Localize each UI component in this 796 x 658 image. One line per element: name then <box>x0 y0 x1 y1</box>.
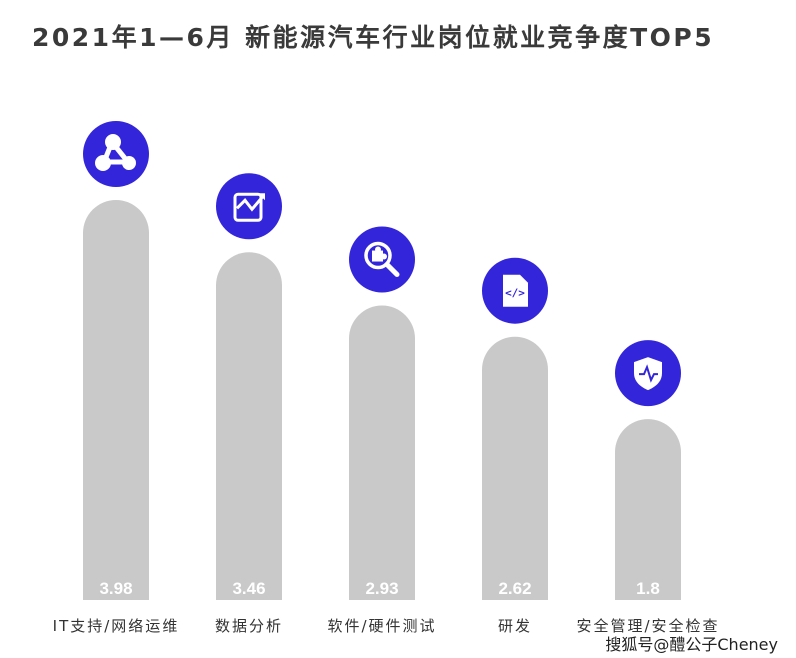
bar <box>83 200 149 600</box>
chart-title: 2021年1—6月 新能源汽车行业岗位就业竞争度TOP5 <box>32 23 715 52</box>
value-label: 3.46 <box>232 579 265 598</box>
search-puzzle-icon <box>349 226 415 293</box>
watermark: 搜狐号@醴公子Cheney <box>605 635 778 654</box>
bar <box>615 419 681 600</box>
svg-text:</>: </> <box>505 287 525 300</box>
shield-pulse-icon <box>615 340 681 407</box>
bar <box>349 305 415 600</box>
value-label: 2.62 <box>498 579 531 598</box>
category-label: 安全管理/安全检查 <box>576 617 719 635</box>
category-label: 研发 <box>498 617 532 635</box>
line-chart-icon <box>216 173 282 240</box>
category-label: IT支持/网络运维 <box>53 617 180 635</box>
value-label: 2.93 <box>365 579 398 598</box>
value-label: 3.98 <box>99 579 132 598</box>
category-label: 数据分析 <box>215 617 283 635</box>
share-network-icon <box>83 121 149 188</box>
category-label: 软件/硬件测试 <box>327 617 436 635</box>
bar <box>216 252 282 600</box>
value-label: 1.8 <box>636 579 660 598</box>
bar <box>482 336 548 600</box>
code-file-icon: </> <box>482 257 548 324</box>
